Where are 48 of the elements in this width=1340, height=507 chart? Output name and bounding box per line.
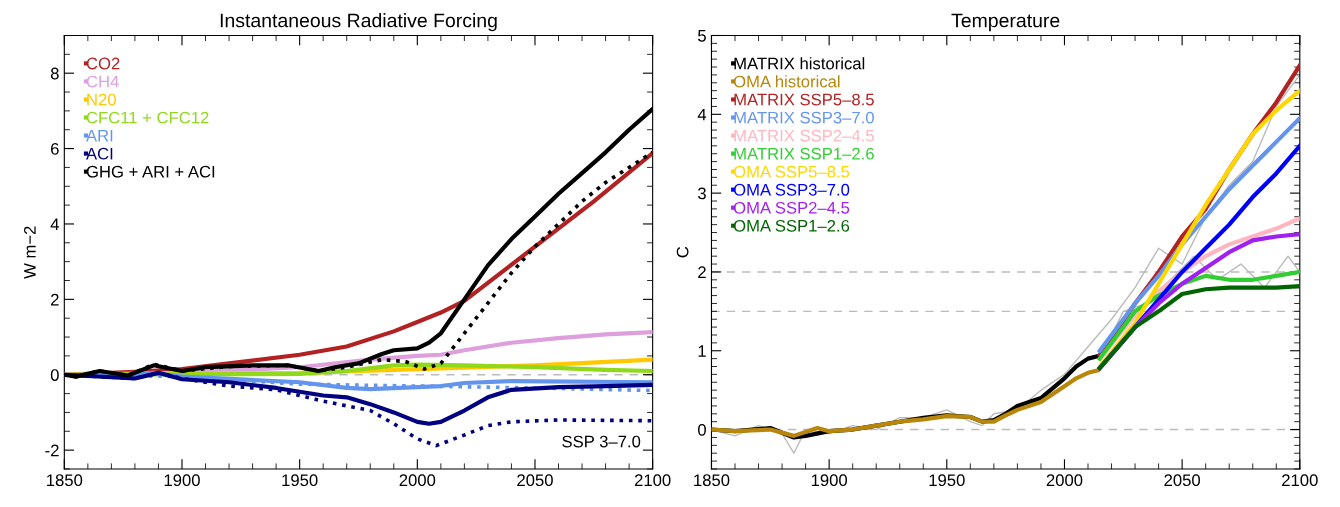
y-tick-label: 4 xyxy=(50,218,59,230)
legend-label: CH4 xyxy=(86,75,119,88)
x-tick-label: 2050 xyxy=(1164,474,1201,487)
x-tick-label: 2050 xyxy=(517,474,553,487)
x-tick-label: 1900 xyxy=(164,474,200,487)
legend-label: ARI xyxy=(86,129,113,142)
legend-label: MATRIX SSP5–8.5 xyxy=(734,93,874,106)
y-tick-label: 1 xyxy=(698,345,706,357)
legend-label: CO2 xyxy=(86,57,120,70)
x-tick-label: 2100 xyxy=(1282,474,1318,487)
chart-title: Instantaneous Radiative Forcing xyxy=(220,13,497,32)
legend-label: MATRIX historical xyxy=(734,57,865,70)
x-tick-label: 2000 xyxy=(1046,474,1083,487)
y-tick-label: 6 xyxy=(51,142,59,155)
x-tick-label: 1850 xyxy=(694,474,730,487)
y-tick-label: 5 xyxy=(698,30,706,42)
y-tick-label: 4 xyxy=(697,108,707,121)
legend-label: OMA historical xyxy=(733,75,840,88)
x-tick-label: 2100 xyxy=(634,474,671,487)
legend-label: MATRIX SSP3–7.0 xyxy=(734,111,874,124)
legend-label: OMA SSP2–4.5 xyxy=(733,201,850,214)
legend-label: MATRIX SSP2–4.5 xyxy=(734,129,874,142)
x-tick-label: 1900 xyxy=(811,474,848,487)
y-tick-label: -2 xyxy=(45,444,59,457)
x-tick-label: 1850 xyxy=(47,474,83,487)
y-tick-label: 8 xyxy=(50,67,59,80)
x-tick-label: 1950 xyxy=(929,474,965,487)
legend-label: CFC11 + CFC12 xyxy=(86,111,209,124)
chart-title: Temperature xyxy=(951,13,1060,32)
y-tick-label: 2 xyxy=(698,266,706,278)
line-series xyxy=(711,368,1100,438)
y-axis-title: C xyxy=(676,246,689,258)
legend-label: GHG + ARI + ACI xyxy=(86,165,215,178)
y-axis-title: W m−2 xyxy=(23,226,36,279)
y-tick-label: 3 xyxy=(697,187,706,200)
legend-label: MATRIX SSP1–2.6 xyxy=(734,147,874,160)
x-tick-label: 1950 xyxy=(282,474,318,487)
legend-label: ACI xyxy=(86,147,113,160)
annotation: SSP 3–7.0 xyxy=(562,435,641,448)
legend-label: OMA SSP3–7.0 xyxy=(733,183,850,196)
x-tick-label: 2000 xyxy=(399,474,436,487)
y-tick-label: 0 xyxy=(698,423,706,436)
line-series xyxy=(1097,284,1300,371)
legend-label: OMA SSP1–2.6 xyxy=(733,219,850,232)
legend-label: N20 xyxy=(87,93,116,106)
legend-label: OMA SSP5–8.5 xyxy=(733,165,850,178)
y-tick-label: 0 xyxy=(50,369,59,381)
y-tick-label: 2 xyxy=(51,293,59,306)
